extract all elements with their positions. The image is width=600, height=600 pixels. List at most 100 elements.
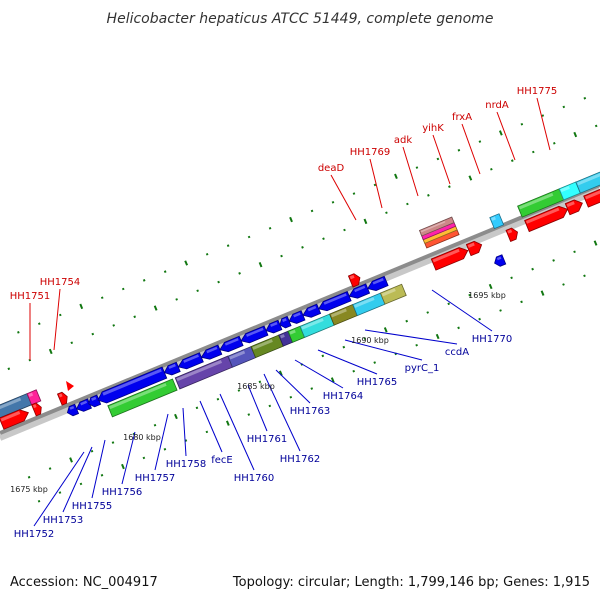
tick-mark: [385, 211, 388, 214]
tick-mark: [510, 159, 514, 162]
gene-label-reverse: HH1758: [166, 459, 207, 470]
tick-mark: [520, 300, 523, 304]
tick-mark: [310, 387, 314, 390]
gene-feature: [299, 313, 335, 338]
leader-line-reverse: [33, 451, 85, 527]
label-leaders: [29, 97, 551, 527]
leader-line-forward: [330, 174, 357, 221]
tick-mark: [457, 148, 461, 152]
gene-feature: [56, 391, 68, 406]
gene-feature: [367, 275, 389, 291]
tick-mark: [133, 315, 137, 319]
gene-label-reverse: HH1755: [72, 501, 113, 512]
gene-feature: [418, 216, 455, 237]
tick-mark: [100, 296, 104, 299]
tick-mark: [79, 303, 84, 310]
gene-feature: [177, 352, 204, 370]
gene-feature: [163, 361, 181, 376]
gene-label-reverse: HH1770: [472, 334, 513, 345]
tick-mark: [468, 175, 473, 181]
tick-marks: [7, 96, 598, 503]
tick-mark: [541, 114, 545, 117]
tick-mark: [573, 250, 576, 254]
tick-mark: [583, 96, 587, 100]
gene-feature: [88, 394, 102, 408]
tick-mark: [268, 404, 272, 408]
gene-feature: [26, 389, 42, 406]
tick-mark: [184, 439, 188, 442]
leader-line-reverse: [182, 407, 187, 457]
gene-feature: [279, 315, 292, 329]
leader-line-reverse: [275, 369, 311, 404]
tick-mark: [331, 200, 335, 204]
tick-mark: [394, 173, 398, 179]
tick-mark: [195, 406, 199, 410]
gene-label-reverse: HH1762: [280, 454, 321, 465]
tick-mark: [330, 377, 335, 383]
tick-mark: [163, 447, 167, 451]
tick-mark: [79, 482, 83, 486]
tick-mark: [488, 283, 493, 290]
kbp-label: 1680 kbp: [123, 433, 161, 442]
tick-mark: [415, 166, 419, 169]
tick-mark: [435, 333, 440, 340]
tick-mark: [478, 317, 481, 321]
gene-label-reverse: HH1757: [135, 473, 176, 484]
tick-mark: [70, 341, 74, 345]
tick-mark: [289, 216, 293, 223]
gene-feature: [575, 157, 600, 194]
tick-mark: [48, 467, 52, 470]
leader-line-reverse: [431, 289, 493, 332]
gene-feature: [505, 227, 518, 242]
gene-feature-small: [66, 381, 74, 391]
leader-line-reverse: [199, 400, 223, 453]
tick-mark: [448, 185, 451, 188]
tick-mark: [258, 380, 262, 384]
gene-label-forward: HH1775: [517, 86, 558, 97]
tick-mark: [7, 367, 11, 371]
tick-mark: [237, 389, 241, 392]
tick-mark: [415, 343, 418, 347]
gene-label-reverse: HH1765: [357, 377, 398, 388]
tick-mark: [342, 345, 346, 349]
gene-feature: [107, 378, 178, 418]
tick-mark: [27, 475, 31, 479]
tick-mark: [531, 150, 535, 154]
kbp-label: 1695 kbp: [468, 291, 506, 300]
gene-label-forward: deaD: [318, 163, 345, 174]
tick-mark: [405, 319, 409, 323]
gene-feature: [287, 325, 306, 343]
tick-mark: [594, 124, 598, 128]
tick-mark: [142, 456, 146, 460]
tick-mark: [593, 240, 598, 246]
tick-mark: [583, 274, 586, 278]
tick-mark: [436, 157, 440, 161]
tick-mark: [490, 168, 493, 171]
tick-mark: [90, 449, 94, 453]
tick-mark: [184, 260, 189, 266]
tick-mark: [196, 289, 199, 292]
tick-mark: [373, 183, 377, 187]
tick-mark: [447, 302, 451, 306]
tick-mark: [289, 395, 293, 399]
tick-mark: [457, 326, 460, 330]
leader-line-reverse: [364, 329, 458, 345]
tick-mark: [17, 331, 20, 334]
gene-label-reverse: HH1756: [102, 487, 143, 498]
gene-feature: [318, 291, 352, 312]
gene-label-forward: nrdA: [485, 100, 509, 111]
leader-line-reverse: [317, 349, 378, 375]
backbone-line: [0, 183, 600, 435]
tick-mark: [121, 287, 125, 291]
tick-mark: [573, 131, 578, 138]
gene-feature: [219, 335, 244, 353]
gene-feature: [76, 398, 92, 412]
tick-mark: [48, 348, 53, 355]
tick-mark: [322, 237, 325, 241]
tick-mark: [37, 499, 41, 503]
gene-feature: [489, 213, 505, 230]
gene-feature: [97, 366, 168, 404]
tick-mark: [37, 322, 41, 326]
tick-mark: [247, 235, 251, 239]
